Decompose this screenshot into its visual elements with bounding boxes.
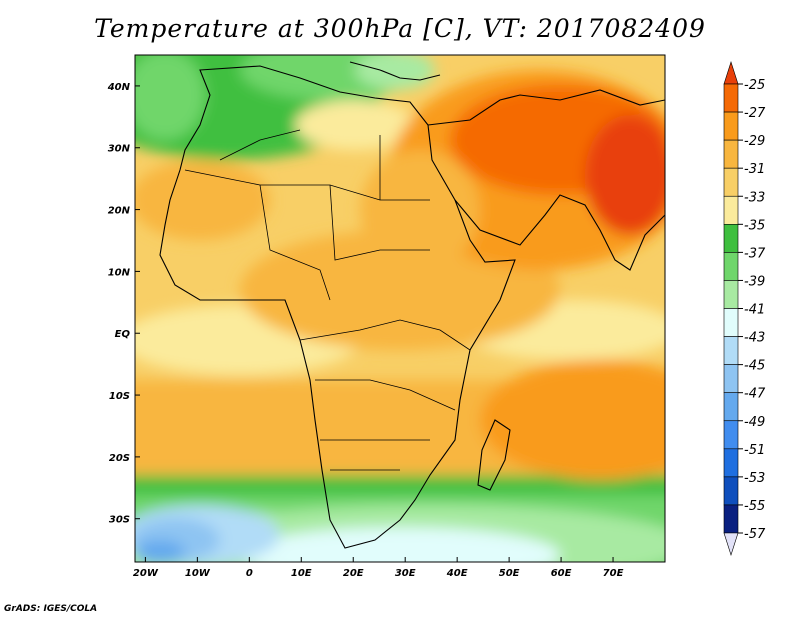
- longitude-axis: 20W 10W 0 10E 20E 30E 40E 50E 60E 70E: [133, 557, 624, 579]
- colorbar-label: -51: [744, 443, 765, 458]
- lon-label: 30E: [395, 568, 416, 579]
- colorbar-label: -37: [744, 246, 766, 261]
- colorbar-swatch: [723, 308, 739, 337]
- colorbar-swatch: [723, 392, 739, 422]
- colorbar-label: -25: [744, 78, 765, 93]
- grads-credit: GrADS: IGES/COLA: [4, 604, 98, 614]
- colorbar-swatch: [723, 139, 739, 169]
- lon-label: 60E: [551, 568, 572, 579]
- colorbar: -25 -27 -29 -31 -33 -35 -37 -39 -41 -43 -45 -47 -49 -…: [723, 61, 766, 556]
- lon-label: 20E: [343, 568, 364, 579]
- lat-label: 30N: [108, 144, 131, 155]
- coastlines: [159, 61, 665, 549]
- colorbar-label: -29: [744, 134, 765, 149]
- lat-label: 10N: [108, 267, 131, 278]
- colorbar-label: -33: [744, 190, 765, 205]
- lat-label: 20S: [109, 453, 130, 464]
- colorbar-swatch: [723, 336, 739, 365]
- lon-label: 10E: [291, 568, 312, 579]
- lat-label: 20N: [108, 206, 131, 217]
- colorbar-label: -41: [744, 303, 765, 318]
- lon-label: 70E: [603, 568, 624, 579]
- colorbar-swatch: [723, 504, 739, 534]
- latitude-axis: 40N 30N 20N 10N EQ 10S 20S 30S: [107, 82, 140, 526]
- colorbar-swatch: [723, 532, 739, 556]
- colorbar-label: -31: [744, 162, 765, 177]
- lon-label: 0: [246, 568, 253, 579]
- colorbar-label: -49: [744, 415, 765, 430]
- lon-label: 20W: [133, 568, 159, 579]
- colorbar-swatch: [723, 252, 739, 281]
- colorbar-swatch: [723, 224, 739, 253]
- lat-label: 40N: [107, 82, 131, 93]
- temperature-field: [135, 55, 665, 562]
- colorbar-swatch: [723, 61, 739, 85]
- colorbar-swatch: [723, 476, 739, 506]
- colorbar-swatch: [723, 167, 739, 197]
- colorbar-label: -57: [744, 527, 766, 542]
- colorbar-label: -47: [744, 387, 766, 402]
- lon-label: 10W: [185, 568, 211, 579]
- colorbar-swatch: [723, 195, 739, 225]
- lon-label: 40E: [446, 568, 468, 579]
- colorbar-swatch: [723, 364, 739, 393]
- colorbar-label: -55: [744, 499, 765, 514]
- colorbar-label: -35: [744, 218, 765, 233]
- lon-label: 50E: [499, 568, 520, 579]
- colorbar-swatch: [723, 111, 739, 141]
- colorbar-label: -39: [744, 274, 765, 289]
- map-title: Temperature at 300hPa [C], VT: 201708240…: [94, 14, 706, 43]
- colorbar-swatch: [723, 83, 739, 113]
- colorbar-label: -27: [744, 106, 766, 121]
- lat-label: EQ: [115, 329, 131, 340]
- colorbar-swatch: [723, 448, 739, 478]
- colorbar-label: -45: [744, 359, 765, 374]
- colorbar-label: -53: [744, 471, 765, 486]
- country-borders: [184, 129, 471, 471]
- colorbar-swatch: [723, 280, 739, 309]
- plot-frame: [134, 54, 666, 563]
- lat-label: 30S: [109, 515, 130, 526]
- lat-label: 10S: [109, 391, 130, 402]
- colorbar-swatch: [723, 420, 739, 450]
- colorbar-label: -43: [744, 331, 765, 346]
